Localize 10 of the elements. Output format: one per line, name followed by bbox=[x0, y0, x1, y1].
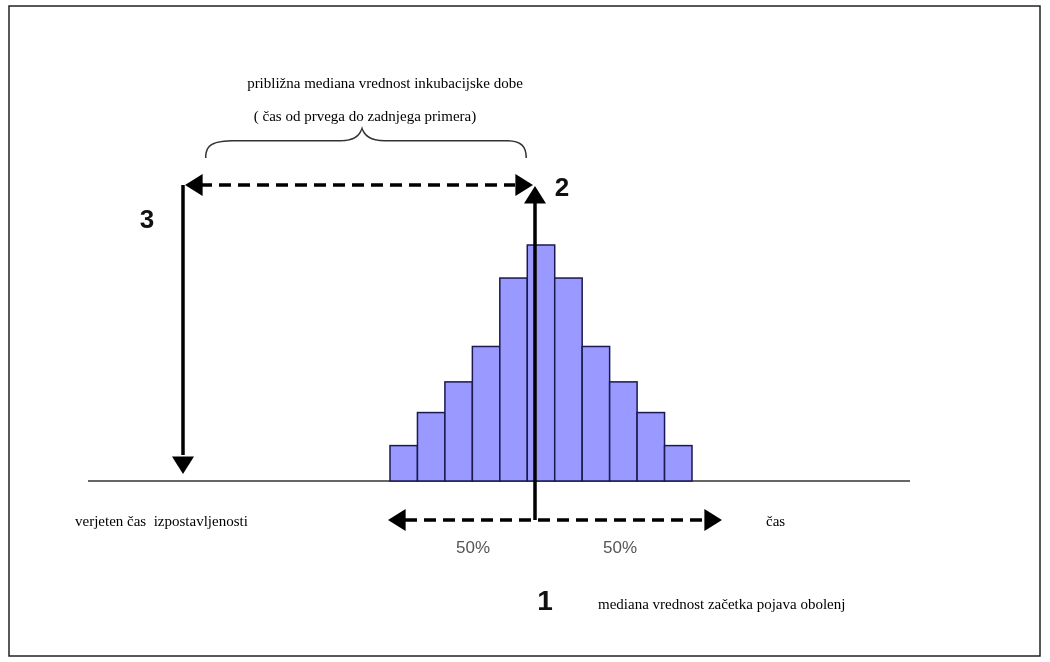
text: mediana vrednost začetka pojava obolenj bbox=[598, 596, 846, 612]
text: 1 bbox=[537, 585, 553, 616]
text: 2 bbox=[554, 172, 570, 202]
text: 3 bbox=[139, 204, 155, 234]
text: verjeten čas izpostavljenosti bbox=[75, 513, 248, 529]
text: čas bbox=[766, 513, 786, 529]
text: 50% bbox=[602, 538, 638, 557]
text: ( čas od prvega do zadnjega primera) bbox=[253, 108, 477, 125]
text: 50% bbox=[455, 538, 491, 557]
text: približna mediana vrednost inkubacijske dobe bbox=[247, 75, 524, 91]
